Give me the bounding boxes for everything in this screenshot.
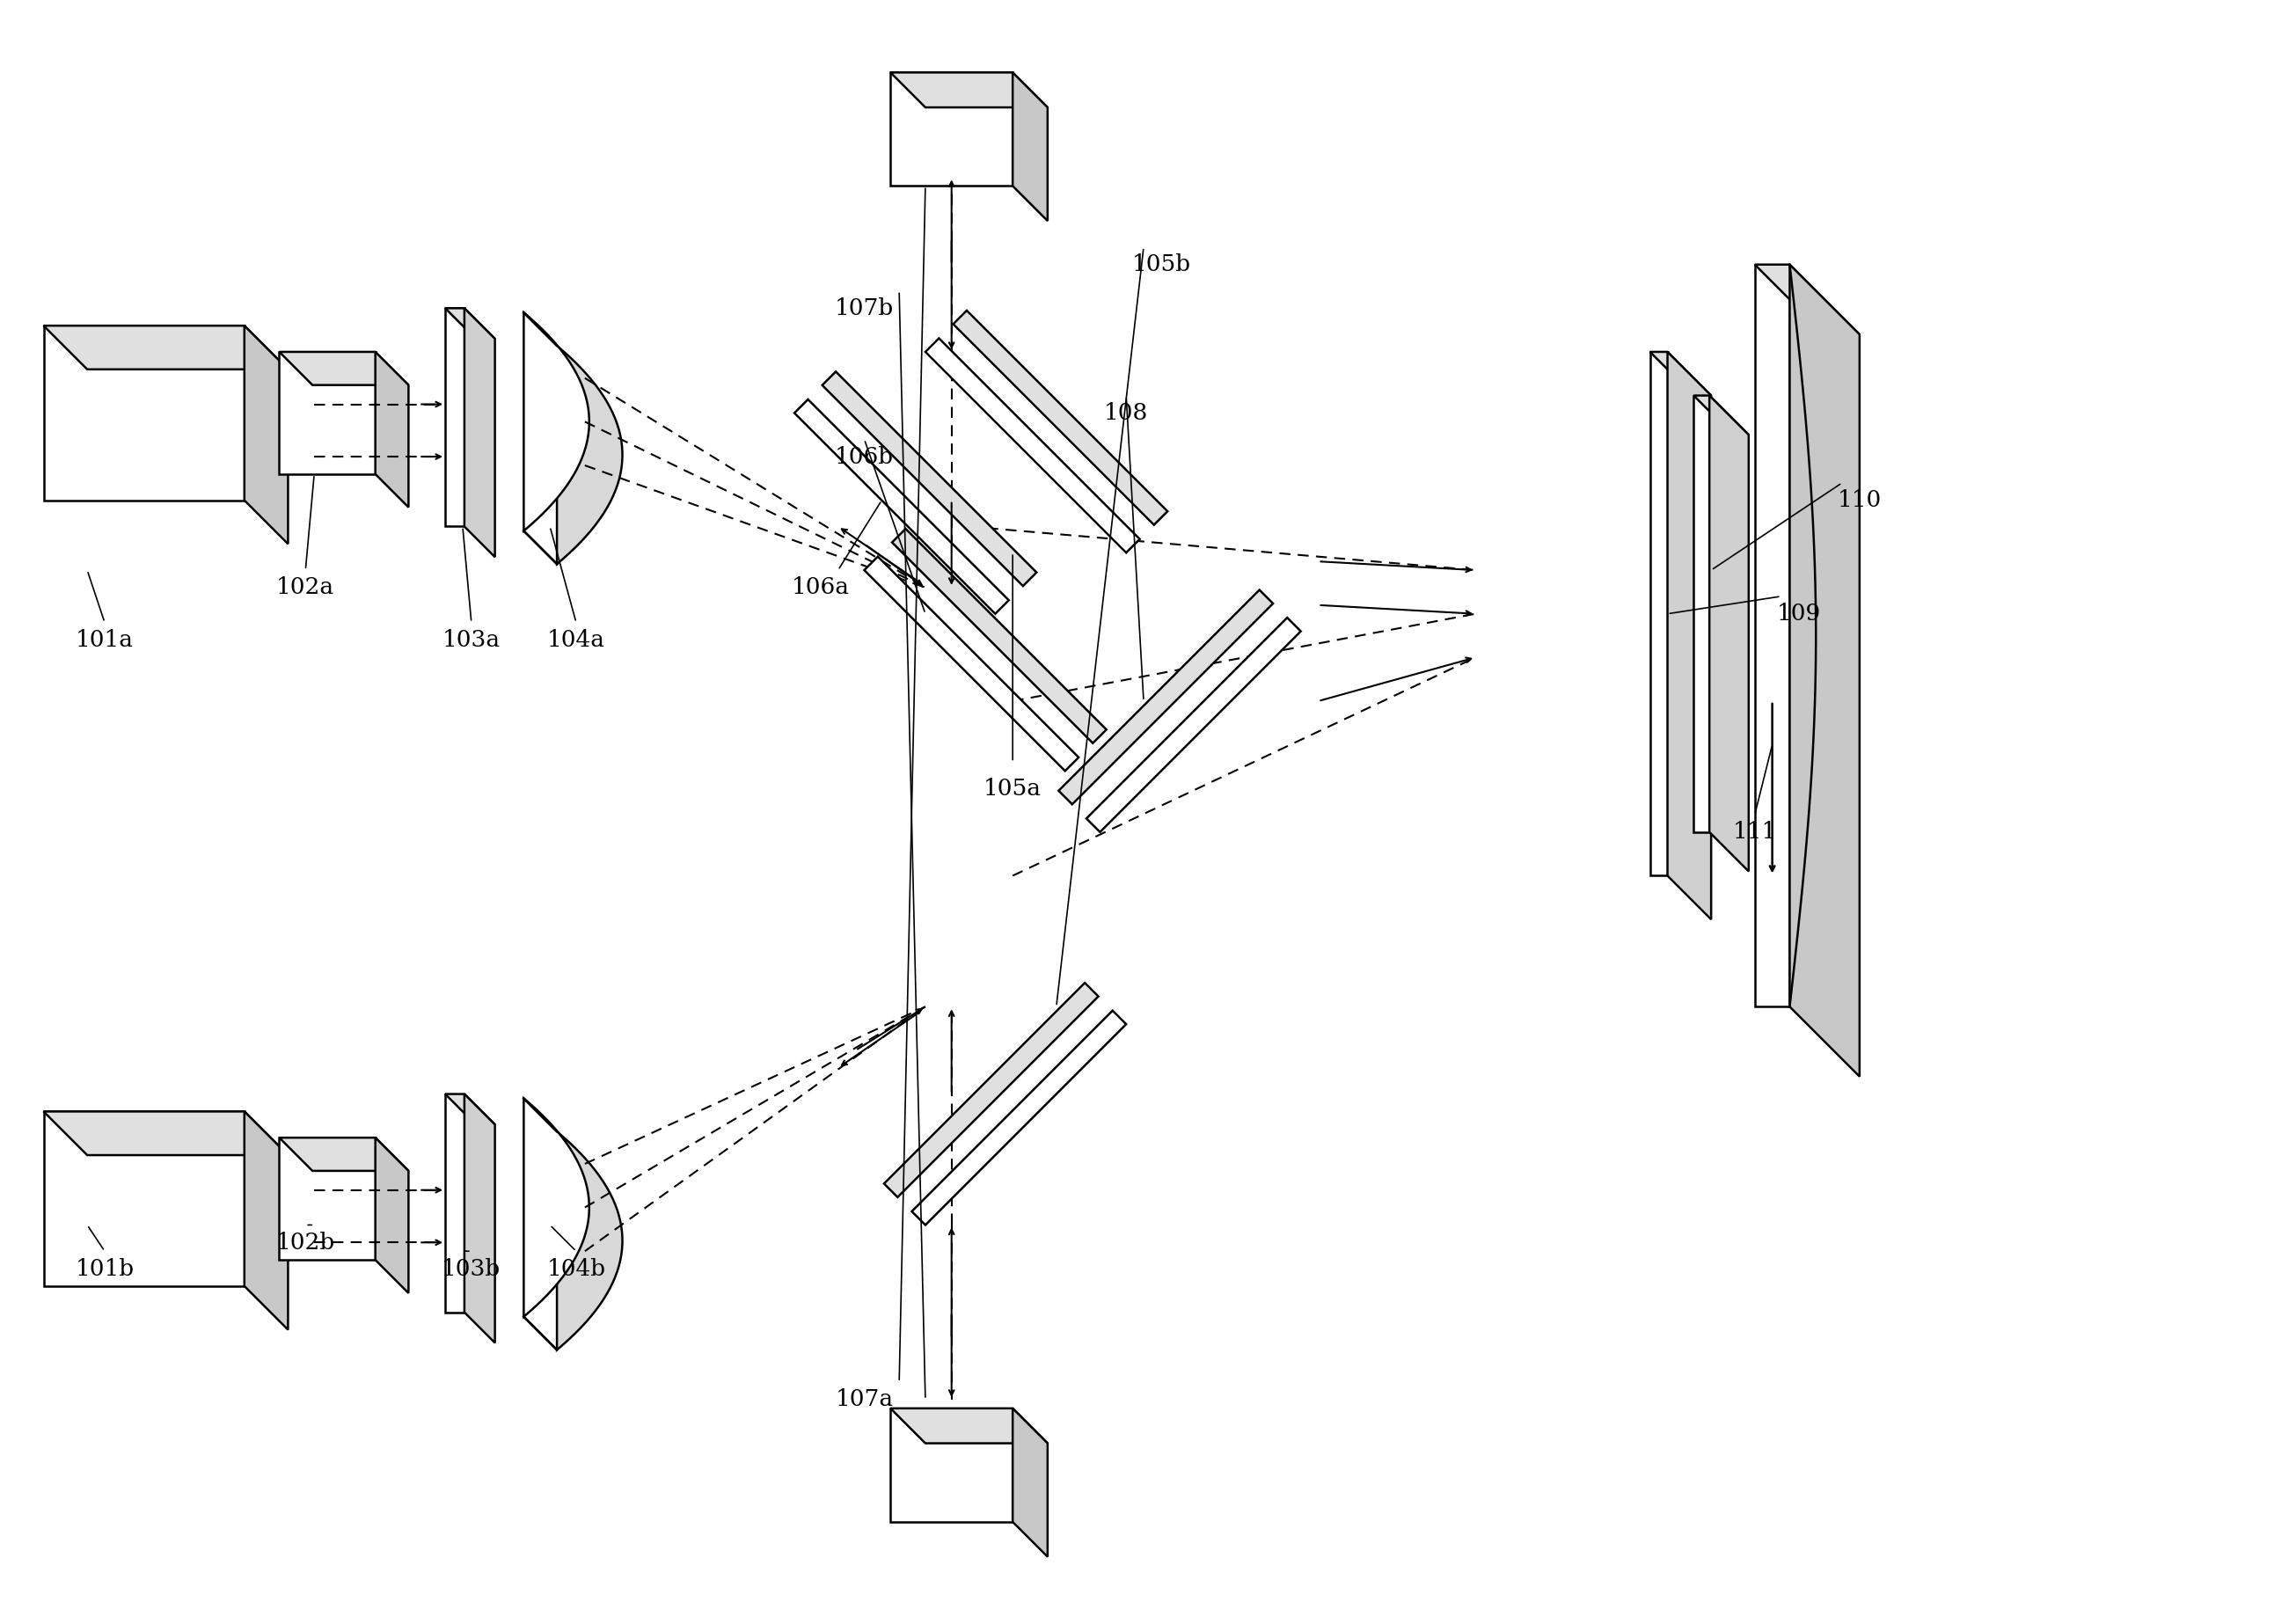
Text: 101b: 101b bbox=[76, 1257, 133, 1280]
Polygon shape bbox=[1754, 265, 1789, 1007]
Polygon shape bbox=[893, 529, 1107, 744]
Polygon shape bbox=[523, 1098, 590, 1317]
Text: 104b: 104b bbox=[546, 1257, 606, 1280]
Text: 108: 108 bbox=[1104, 403, 1148, 424]
Polygon shape bbox=[1651, 352, 1711, 396]
Polygon shape bbox=[891, 1408, 1047, 1444]
Polygon shape bbox=[912, 1010, 1125, 1224]
Polygon shape bbox=[445, 1095, 496, 1124]
Polygon shape bbox=[464, 309, 496, 557]
Polygon shape bbox=[44, 326, 243, 500]
Polygon shape bbox=[243, 326, 287, 544]
Text: 104a: 104a bbox=[546, 628, 606, 651]
Text: 110: 110 bbox=[1837, 489, 1883, 512]
Polygon shape bbox=[280, 352, 374, 474]
Text: 103b: 103b bbox=[441, 1257, 501, 1280]
Polygon shape bbox=[280, 352, 409, 385]
Polygon shape bbox=[445, 309, 464, 526]
Polygon shape bbox=[44, 1111, 243, 1286]
Polygon shape bbox=[1058, 590, 1272, 804]
Polygon shape bbox=[44, 326, 287, 369]
Polygon shape bbox=[445, 1095, 464, 1312]
Polygon shape bbox=[1711, 396, 1750, 872]
Polygon shape bbox=[1694, 396, 1711, 831]
Polygon shape bbox=[280, 1138, 374, 1260]
Polygon shape bbox=[891, 73, 1013, 187]
Text: 105a: 105a bbox=[983, 778, 1042, 799]
Text: 102a: 102a bbox=[276, 577, 335, 599]
Polygon shape bbox=[374, 1138, 409, 1293]
Polygon shape bbox=[558, 1132, 622, 1350]
Text: 105b: 105b bbox=[1132, 253, 1192, 276]
Polygon shape bbox=[374, 352, 409, 507]
Polygon shape bbox=[1086, 617, 1302, 831]
Text: 106a: 106a bbox=[792, 577, 850, 599]
Text: 101a: 101a bbox=[76, 628, 133, 651]
Polygon shape bbox=[1651, 352, 1667, 875]
Polygon shape bbox=[822, 372, 1035, 586]
Text: 103a: 103a bbox=[443, 628, 501, 651]
Text: 109: 109 bbox=[1777, 603, 1821, 625]
Polygon shape bbox=[445, 309, 496, 339]
Text: 111: 111 bbox=[1733, 822, 1777, 843]
Text: 106b: 106b bbox=[836, 445, 893, 468]
Polygon shape bbox=[1013, 1408, 1047, 1557]
Polygon shape bbox=[558, 346, 622, 564]
Polygon shape bbox=[243, 1111, 287, 1330]
Polygon shape bbox=[794, 400, 1008, 614]
Polygon shape bbox=[523, 312, 590, 531]
Polygon shape bbox=[1694, 396, 1750, 435]
Polygon shape bbox=[884, 983, 1097, 1197]
Polygon shape bbox=[891, 73, 1047, 107]
Polygon shape bbox=[1667, 352, 1711, 919]
Polygon shape bbox=[1013, 73, 1047, 221]
Text: 107b: 107b bbox=[836, 297, 893, 320]
Polygon shape bbox=[464, 1095, 496, 1343]
Polygon shape bbox=[44, 1111, 287, 1155]
Polygon shape bbox=[925, 338, 1139, 552]
Polygon shape bbox=[891, 1408, 1013, 1522]
Polygon shape bbox=[1789, 265, 1860, 1077]
Polygon shape bbox=[953, 310, 1169, 525]
Text: 107a: 107a bbox=[836, 1389, 893, 1411]
Polygon shape bbox=[1754, 265, 1860, 335]
Polygon shape bbox=[280, 1138, 409, 1171]
Polygon shape bbox=[863, 557, 1079, 771]
Text: 102b: 102b bbox=[276, 1231, 335, 1254]
